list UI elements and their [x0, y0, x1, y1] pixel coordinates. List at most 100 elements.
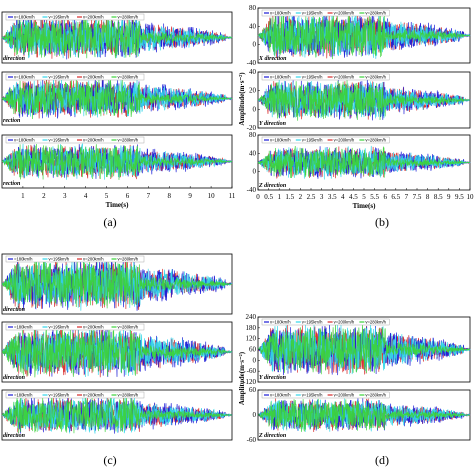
- y-tick-label: 20: [249, 87, 257, 95]
- legend-label: v=195km/h: [49, 325, 70, 330]
- x-tick-label: 1: [21, 192, 25, 200]
- direction-label: X direction: [258, 56, 287, 62]
- x-tick-label: 3: [63, 192, 67, 200]
- legend-label: v=200km/h: [83, 138, 104, 143]
- panel-caption: (b): [375, 215, 389, 229]
- series-line-3: [257, 398, 471, 432]
- y-tick-label: -40: [247, 186, 257, 194]
- x-tick-label: 7: [405, 193, 409, 201]
- series-line-2: [1, 396, 233, 432]
- chart-panel-2: v=180km/h v=195km/h v=200km/h v=280km/h X di…: [238, 4, 474, 229]
- legend-label: v=195km/h: [302, 320, 323, 325]
- x-tick-label: 3: [320, 193, 324, 201]
- x-tick-label: 7.5: [413, 193, 422, 201]
- y-tick-label: 0: [253, 411, 257, 419]
- legend-label: v=280km/h: [118, 15, 139, 20]
- x-tick-label: 8: [168, 192, 172, 200]
- legend-label: v=280km/h: [118, 325, 139, 330]
- legend-label: v=180km/h: [270, 138, 291, 143]
- legend: v=180km/h v=195km/h v=200km/h v=280km/h: [261, 9, 390, 17]
- legend-box: [5, 391, 145, 399]
- legend-label: =180km/h: [14, 257, 33, 262]
- subplot-3-1: =180km/h v=195km/h v=200km/h v=280km/h direc…: [1, 253, 233, 315]
- series-line-3: [257, 146, 471, 179]
- subplot-2-3: v=180km/h v=195km/h v=200km/h v=280km/h Z di…: [247, 131, 471, 194]
- legend-label: v=180km/h: [270, 75, 291, 80]
- x-tick-label: 0: [256, 193, 260, 201]
- legend-label: v=195km/h: [302, 75, 323, 80]
- x-tick-label: 10: [208, 192, 216, 200]
- y-tick-label: 40: [249, 68, 257, 76]
- panel-caption: (c): [103, 453, 116, 467]
- x-tick-label: 2.5: [307, 193, 316, 201]
- x-tick-label: 5.5: [370, 193, 379, 201]
- subplot-3-3: =180km/h v=195km/h v=200km/h v=280km/h direc…: [1, 389, 233, 441]
- x-tick-label: 1.5: [285, 193, 294, 201]
- x-tick-label: 4: [84, 192, 88, 200]
- legend-box: [261, 391, 390, 399]
- legend-label: v=200km/h: [83, 393, 104, 398]
- legend-label: =180km/h: [14, 393, 33, 398]
- legend-box: [5, 73, 145, 81]
- y-tick-label: 0: [253, 41, 257, 49]
- legend-label: v=200km/h: [83, 257, 104, 262]
- legend-label: v=280km/h: [118, 257, 139, 262]
- legend-label: v=280km/h: [365, 320, 386, 325]
- x-tick-label: 2: [299, 193, 303, 201]
- y-tick-label: 0: [253, 356, 257, 364]
- legend-label: v=180km/h: [270, 320, 291, 325]
- legend-label: v=280km/h: [365, 138, 386, 143]
- direction-label: direction: [3, 307, 26, 313]
- legend-label: v=195km/h: [49, 138, 70, 143]
- series-line-3: [1, 144, 233, 180]
- y-tick-label: -20: [247, 124, 257, 132]
- y-tick-label: 180: [246, 324, 257, 332]
- x-tick-label: 0.5: [264, 193, 273, 201]
- legend-label: v=195km/h: [302, 393, 323, 398]
- y-axis-label: Amplitude(m·s⁻²): [238, 72, 246, 126]
- direction-label: rection: [3, 181, 21, 187]
- x-tick-label: 5: [105, 192, 109, 200]
- y-tick-label: 60: [249, 346, 257, 354]
- y-tick-label: -40: [247, 59, 257, 67]
- legend-label: v=200km/h: [83, 15, 104, 20]
- y-tick-label: -120: [243, 378, 256, 386]
- legend-label: v=180km/h: [14, 15, 35, 20]
- legend-label: v=280km/h: [118, 393, 139, 398]
- legend-box: [5, 255, 145, 263]
- legend-label: v=200km/h: [334, 393, 355, 398]
- direction-label: Y direction: [259, 121, 287, 127]
- subplot-1-3: v=180km/h v=195km/h v=200km/h v=280km/h rect…: [1, 134, 233, 189]
- y-tick-label: 0: [253, 168, 257, 176]
- legend-box: [261, 136, 390, 144]
- series-line-3: [257, 80, 471, 121]
- legend-label: v=280km/h: [365, 75, 386, 80]
- legend-label: v=280km/h: [118, 138, 139, 143]
- legend-label: v=200km/h: [334, 138, 355, 143]
- legend-label: v=195km/h: [49, 75, 70, 80]
- series-line-3: [257, 323, 471, 375]
- legend: v=180km/h v=195km/h v=200km/h v=280km/h: [5, 136, 145, 144]
- direction-label: Z direction: [258, 433, 287, 439]
- legend: v=180km/h v=195km/h v=200km/h v=280km/h: [261, 318, 390, 326]
- legend-label: v=200km/h: [334, 320, 355, 325]
- y-tick-label: 40: [249, 149, 257, 157]
- legend-label: v=280km/h: [365, 11, 386, 16]
- direction-label: rection: [3, 118, 21, 124]
- chart-panel-1: v=180km/h v=195km/h v=200km/h v=280km/h dire…: [1, 11, 236, 229]
- x-tick-label: 8: [426, 193, 430, 201]
- legend-label: v=280km/h: [365, 393, 386, 398]
- subplot-2-2: v=180km/h v=195km/h v=200km/h v=280km/h Y di…: [247, 68, 471, 132]
- y-tick-label: 240: [246, 313, 257, 321]
- x-tick-label: 6.5: [391, 193, 400, 201]
- y-tick-label: 80: [249, 131, 257, 139]
- legend-box: [5, 13, 145, 21]
- y-tick-label: 0: [253, 105, 257, 113]
- legend-label: v=195km/h: [49, 15, 70, 20]
- x-tick-label: 1: [277, 193, 281, 201]
- subplot-1-1: v=180km/h v=195km/h v=200km/h v=280km/h dire…: [1, 11, 233, 64]
- x-tick-label: 4: [341, 193, 345, 201]
- legend-label: v=180km/h: [14, 138, 35, 143]
- legend-label: v=180km/h: [270, 11, 291, 16]
